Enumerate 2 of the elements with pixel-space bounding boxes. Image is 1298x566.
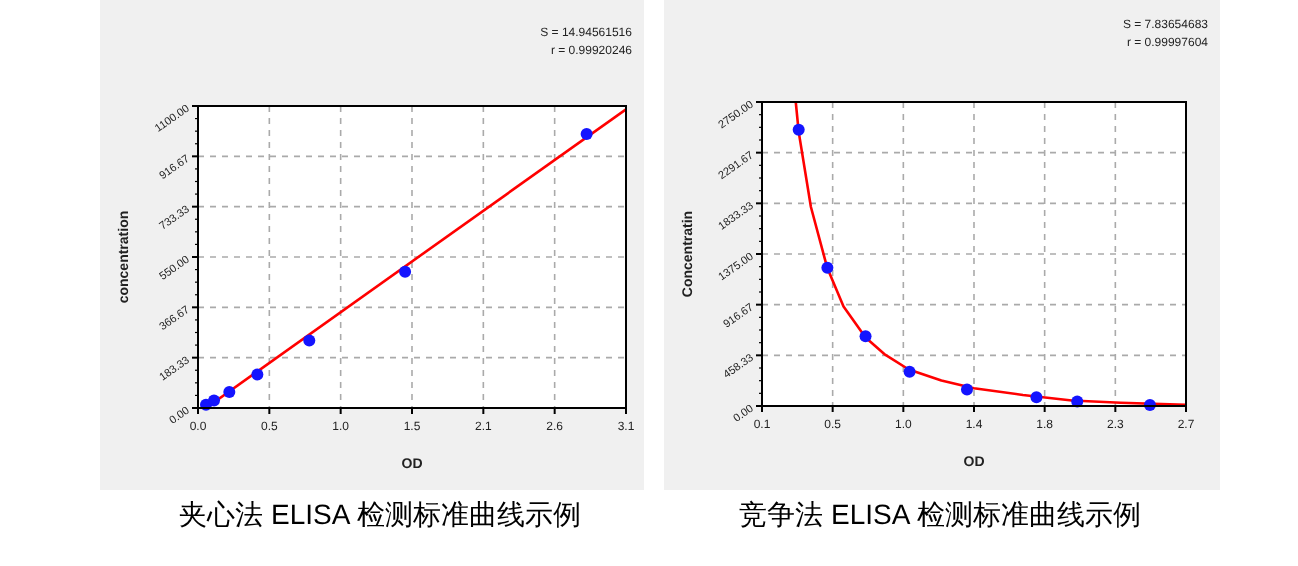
text: 夹心法 ELISA 检测标准曲线示例 [179, 498, 581, 530]
text: 竞争法 ELISA 检测标准曲线示例 [739, 498, 1141, 530]
